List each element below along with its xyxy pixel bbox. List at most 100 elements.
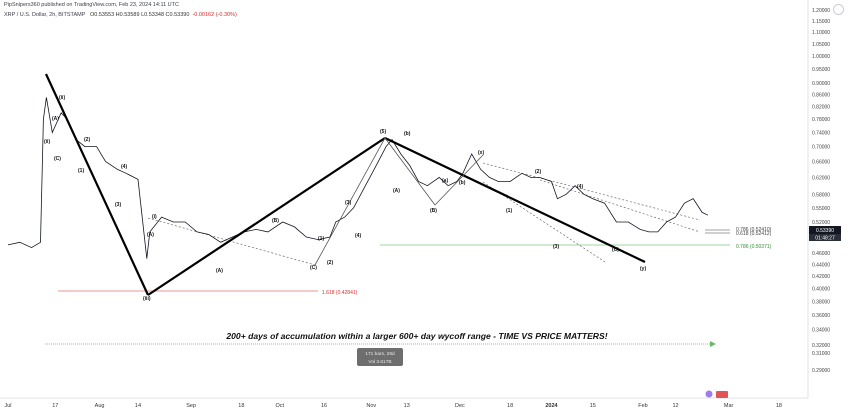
wave-label: (C): [310, 265, 317, 271]
wave-label: (ii): [44, 139, 50, 145]
ohlc-values: O0.53553 H0.53589 L0.53348 C0.53390: [90, 12, 190, 18]
y-tick-label: 1.00000: [812, 54, 830, 60]
settings-icon[interactable]: [833, 4, 844, 15]
y-tick-label: 0.90000: [812, 81, 830, 87]
wave-label: (1): [78, 168, 84, 174]
wave-leg-3: [384, 137, 646, 263]
fib-label-1618: 1.618 (0.42841): [322, 290, 358, 296]
y-tick-label: 0.78000: [812, 117, 830, 123]
chart-caption: 200+ days of accumulation within a large…: [225, 331, 607, 341]
wave-label: (B): [272, 218, 279, 224]
x-tick-label: 16: [321, 403, 327, 409]
last-price-tag: [809, 226, 841, 234]
wave-label: (3): [115, 202, 121, 208]
publish-info: PipSnipers360 published on TradingView.c…: [4, 2, 179, 8]
y-tick-label: 0.46000: [812, 251, 830, 257]
wave-label: (a): [442, 178, 448, 184]
y-tick-label: 0.44000: [812, 262, 830, 268]
last-price-value: 0.53390: [816, 228, 834, 234]
range-arrow-head: [710, 341, 716, 347]
wave-label: (iii): [143, 296, 151, 302]
fib-label-0786-green: 0.786 (0.50371): [736, 244, 772, 250]
x-tick-label: 12: [672, 403, 678, 409]
wave-label: (1): [506, 208, 512, 214]
x-tick-label: Jul: [4, 403, 11, 409]
wave-label: (C): [612, 247, 619, 253]
y-tick-label: 1.15000: [812, 19, 830, 25]
wave-label: (4): [577, 184, 583, 190]
x-tick-label: Dec: [455, 403, 465, 409]
wave-leg-thin-1: [314, 137, 386, 266]
wave-label: (2): [535, 169, 541, 175]
y-tick-label: 0.95000: [812, 67, 830, 73]
x-tick-label: Oct: [275, 403, 284, 409]
wave-label: (A): [393, 188, 400, 194]
y-tick-label: 0.34000: [812, 328, 830, 334]
x-axis: Jul 17 Aug 14 Sep 18 Oct 16 Nov 13 Dec 18 2024 15 Feb 1…: [4, 403, 781, 409]
y-tick-label: 0.62000: [812, 175, 830, 181]
y-tick-label: 1.20000: [812, 8, 830, 14]
price-change: -0.00162 (-0.30%): [192, 12, 237, 18]
wave-label: (4): [355, 233, 361, 239]
wave-leg-2: [147, 137, 386, 296]
wave-label: (3): [345, 200, 351, 206]
wave-leg-1: [45, 73, 149, 296]
y-tick-label: 0.82000: [812, 105, 830, 111]
x-tick-label: 13: [404, 403, 410, 409]
wave-label: (3): [553, 244, 559, 250]
y-tick-label: 0.66000: [812, 160, 830, 166]
y-tick-label: 0.29000: [812, 368, 830, 374]
y-tick-label: 0.31000: [812, 351, 830, 357]
wave-leg-thin-3: [434, 154, 484, 206]
symbol-name: XRP / U.S. Dollar, 2h, BITSTAMP: [4, 12, 86, 18]
countdown-value: 01:48:27: [815, 236, 835, 242]
wave-labels: (ii) (ii) (A) (C) (1) (2) (3) (4) (i) (A…: [44, 95, 646, 302]
measure-tooltip-line1: 171 bars, 28d: [365, 351, 395, 357]
wave-label: (A): [52, 116, 59, 122]
flag-icon: [716, 391, 728, 398]
y-tick-label: 0.58000: [812, 192, 830, 198]
x-tick-label: Nov: [366, 403, 376, 409]
wave-label: (B): [430, 208, 437, 214]
wave-label: (ii): [59, 95, 65, 101]
y-tick-label: 0.36000: [812, 313, 830, 319]
measure-tooltip-line2: Vol 3.617B: [368, 359, 391, 365]
y-tick-label: 0.52000: [812, 220, 830, 226]
y-tick-label: 0.42000: [812, 274, 830, 280]
wave-label: (i): [152, 214, 157, 220]
y-tick-label: 0.86000: [812, 92, 830, 98]
wave-structure: [45, 73, 646, 296]
wave-label: (b): [459, 180, 466, 186]
y-tick-label: 0.40000: [812, 286, 830, 292]
wave-label: (A): [216, 268, 223, 274]
wave-label: (x): [478, 150, 484, 156]
tv-logo-icon: [705, 390, 713, 398]
wave-label: (5): [380, 129, 386, 135]
price-series-line: [7, 97, 709, 259]
fib-label-0618: 0.618 (0.52412): [736, 231, 772, 237]
wave-label: (4): [121, 164, 127, 170]
fib-label-0786: 0.786 (0.52410): [736, 227, 772, 233]
symbol-info: XRP / U.S. Dollar, 2h, BITSTAMP O0.53553…: [4, 12, 237, 18]
countdown-tag: [809, 234, 841, 241]
x-tick-label: Aug: [95, 403, 105, 409]
y-tick-label: 0.32000: [812, 343, 830, 349]
channel-line-upper: [147, 217, 316, 266]
wave-leg-thin-2: [384, 137, 436, 206]
y-tick-label: 0.55000: [812, 206, 830, 212]
channel-line-4: [539, 179, 701, 233]
wave-label: (1): [318, 236, 324, 242]
channel-line-2: [482, 162, 701, 221]
x-tick-label: 18: [776, 403, 782, 409]
y-tick-label: 0.70000: [812, 145, 830, 151]
y-axis: 1.20000 1.15000 1.10000 1.05000 1.00000 0.950…: [812, 8, 830, 374]
x-tick-label: 2024: [545, 403, 558, 409]
y-tick-label: 1.10000: [812, 30, 830, 36]
wave-label: (2): [327, 260, 333, 266]
x-tick-label: 18: [507, 403, 513, 409]
x-tick-label: Sep: [186, 403, 196, 409]
y-tick-label: 0.38000: [812, 299, 830, 305]
x-tick-label: 14: [135, 403, 141, 409]
wave-label: (A): [147, 232, 154, 238]
